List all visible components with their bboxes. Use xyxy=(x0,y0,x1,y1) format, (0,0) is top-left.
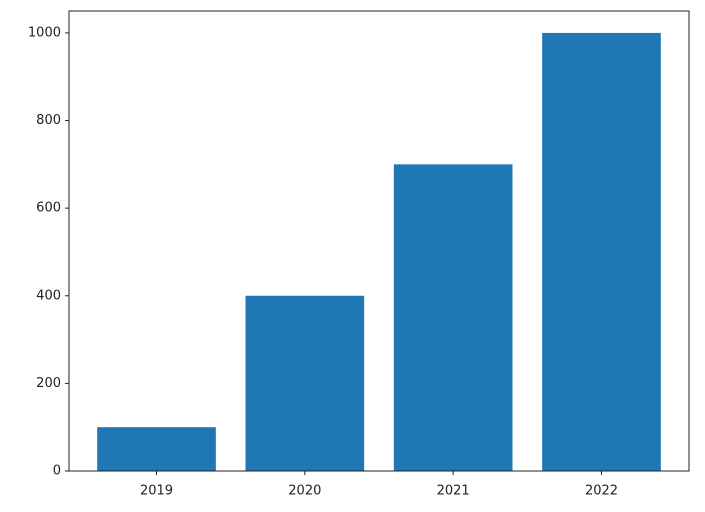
axes-frame xyxy=(68,10,690,472)
y-tick-label: 1000 xyxy=(28,25,61,40)
x-tick-label: 2021 xyxy=(437,484,470,499)
bar xyxy=(97,427,216,471)
bar xyxy=(542,32,661,472)
x-tick-label: 2020 xyxy=(288,484,321,499)
x-tick-label: 2019 xyxy=(140,484,173,499)
y-tick-label: 600 xyxy=(36,201,61,216)
x-tick-label: 2022 xyxy=(585,484,618,499)
y-tick-label: 400 xyxy=(36,288,61,303)
y-tick-label: 200 xyxy=(36,376,61,391)
y-tick-label: 0 xyxy=(53,464,61,479)
bar xyxy=(245,295,365,471)
y-tick-label: 800 xyxy=(36,113,61,128)
bar xyxy=(393,164,513,472)
